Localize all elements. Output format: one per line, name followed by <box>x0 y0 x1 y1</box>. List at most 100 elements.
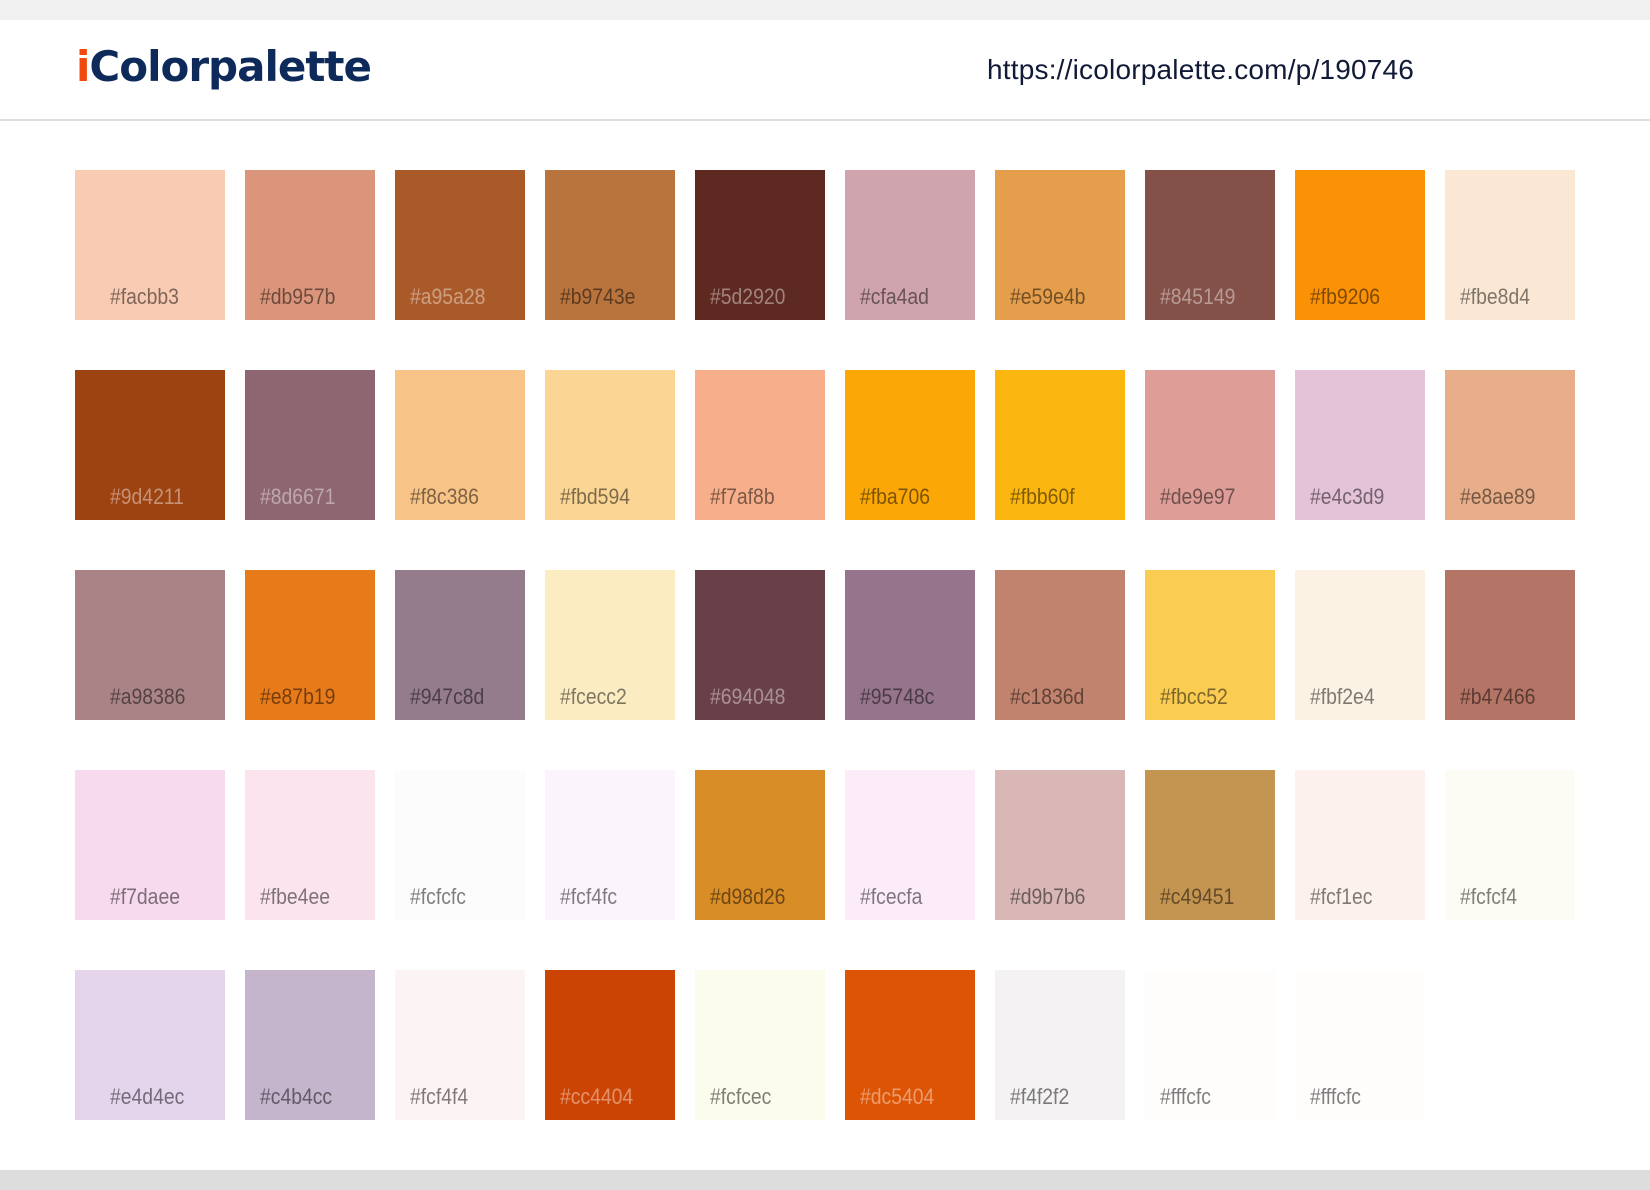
color-swatch[interactable]: #a98386 <box>75 570 225 720</box>
color-swatch[interactable]: #d98d26 <box>695 770 825 920</box>
color-swatch[interactable]: #e59e4b <box>995 170 1125 320</box>
swatch-hex-label: #fbb60f <box>1010 484 1075 509</box>
swatch-hex-label: #e8ae89 <box>1460 484 1536 509</box>
color-swatch[interactable]: #fcf1ec <box>1295 770 1425 920</box>
swatch-hex-label: #fcf1ec <box>1310 884 1373 909</box>
color-swatch[interactable]: #fcf4fc <box>545 770 675 920</box>
color-swatch[interactable]: #f7daee <box>75 770 225 920</box>
header: iColorpalette https://icolorpalette.com/… <box>0 20 1650 121</box>
color-swatch[interactable]: #f7af8b <box>695 370 825 520</box>
color-swatch[interactable]: #fffcfc <box>1295 970 1425 1120</box>
swatch-hex-label: #facbb3 <box>110 284 179 309</box>
color-swatch[interactable]: #c1836d <box>995 570 1125 720</box>
color-swatch[interactable]: #fcecc2 <box>545 570 675 720</box>
color-swatch[interactable]: #de9e97 <box>1145 370 1275 520</box>
swatch-hex-label: #f7daee <box>110 884 180 909</box>
color-swatch[interactable]: #95748c <box>845 570 975 720</box>
color-swatch[interactable]: #fcfcec <box>695 970 825 1120</box>
swatch-hex-label: #fbe8d4 <box>1460 284 1530 309</box>
color-swatch[interactable]: #5d2920 <box>695 170 825 320</box>
swatch-hex-label: #fcfcfc <box>410 884 466 909</box>
swatch-hex-label: #cc4404 <box>560 1084 634 1109</box>
color-swatch[interactable]: #f4f2f2 <box>995 970 1125 1120</box>
swatch-hex-label: #f7af8b <box>710 484 775 509</box>
palette-url: https://icolorpalette.com/p/190746 <box>987 54 1415 85</box>
color-swatch[interactable]: #fbf2e4 <box>1295 570 1425 720</box>
swatch-hex-label: #fb9206 <box>1310 284 1380 309</box>
footer-band <box>0 1170 1650 1190</box>
swatch-hex-label: #db957b <box>260 284 336 309</box>
swatch-hex-label: #fcecfa <box>860 884 923 909</box>
logo-i-letter: i <box>76 42 90 91</box>
color-swatch[interactable]: #fcfcf4 <box>1445 770 1575 920</box>
swatch-hex-label: #9d4211 <box>110 484 184 509</box>
color-swatch[interactable]: #c49451 <box>1145 770 1275 920</box>
swatch-hex-label: #fba706 <box>860 484 930 509</box>
color-swatch[interactable]: #fbd594 <box>545 370 675 520</box>
swatch-hex-label: #a98386 <box>110 684 186 709</box>
swatch-hex-label: #e4d4ec <box>110 1084 185 1109</box>
swatch-hex-label: #f4f2f2 <box>1010 1084 1070 1109</box>
color-swatch[interactable]: #fbb60f <box>995 370 1125 520</box>
swatch-hex-label: #a95a28 <box>410 284 486 309</box>
color-swatch[interactable]: #8d6671 <box>245 370 375 520</box>
swatch-hex-label: #de9e97 <box>1160 484 1236 509</box>
color-swatch[interactable]: #e8ae89 <box>1445 370 1575 520</box>
swatch-hex-label: #845149 <box>1160 284 1236 309</box>
swatch-hex-label: #e87b19 <box>260 684 336 709</box>
swatch-hex-label: #fbd594 <box>560 484 630 509</box>
color-swatch[interactable]: #facbb3 <box>75 170 225 320</box>
color-swatch[interactable]: #fffcfc <box>1145 970 1275 1120</box>
swatch-hex-label: #fcf4f4 <box>410 1084 469 1109</box>
color-swatch[interactable]: #694048 <box>695 570 825 720</box>
color-swatch[interactable]: #fba706 <box>845 370 975 520</box>
swatch-hex-label: #95748c <box>860 684 935 709</box>
color-swatch[interactable]: #fb9206 <box>1295 170 1425 320</box>
swatch-hex-label: #e59e4b <box>1010 284 1086 309</box>
swatch-hex-label: #d9b7b6 <box>1010 884 1086 909</box>
swatch-hex-label: #fcfcf4 <box>1460 884 1518 909</box>
color-swatch[interactable]: #dc5404 <box>845 970 975 1120</box>
swatch-hex-label: #d98d26 <box>710 884 786 909</box>
color-swatch[interactable]: #e4d4ec <box>75 970 225 1120</box>
color-swatch[interactable]: #db957b <box>245 170 375 320</box>
swatch-hex-label: #b47466 <box>1460 684 1536 709</box>
logo-wordmark: Colorpalette <box>89 42 372 91</box>
swatch-hex-label: #c1836d <box>1010 684 1085 709</box>
color-swatch[interactable]: #cfa4ad <box>845 170 975 320</box>
color-swatch[interactable]: #c4b4cc <box>245 970 375 1120</box>
color-swatch[interactable]: #a95a28 <box>395 170 525 320</box>
swatch-hex-label: #fcecc2 <box>560 684 627 709</box>
color-swatch[interactable]: #845149 <box>1145 170 1275 320</box>
color-swatch[interactable]: #b47466 <box>1445 570 1575 720</box>
color-swatch[interactable]: #fcecfa <box>845 770 975 920</box>
swatch-hex-label: #fbcc52 <box>1160 684 1228 709</box>
swatch-hex-label: #e4c3d9 <box>1310 484 1385 509</box>
swatch-hex-label: #fcf4fc <box>560 884 618 909</box>
swatch-hex-label: #cfa4ad <box>860 284 929 309</box>
color-swatch[interactable]: #fcf4f4 <box>395 970 525 1120</box>
color-swatch[interactable]: #fbe4ee <box>245 770 375 920</box>
color-swatch[interactable]: #b9743e <box>545 170 675 320</box>
color-swatch[interactable]: #cc4404 <box>545 970 675 1120</box>
swatch-hex-label: #c49451 <box>1160 884 1235 909</box>
swatch-hex-label: #fffcfc <box>1160 1084 1211 1109</box>
color-swatch[interactable]: #fbcc52 <box>1145 570 1275 720</box>
color-swatch[interactable]: #d9b7b6 <box>995 770 1125 920</box>
color-swatch[interactable]: #9d4211 <box>75 370 225 520</box>
swatch-hex-label: #947c8d <box>410 684 485 709</box>
swatch-hex-label: #b9743e <box>560 284 636 309</box>
color-swatch[interactable]: #fbe8d4 <box>1445 170 1575 320</box>
swatch-hex-label: #fcfcec <box>710 1084 772 1109</box>
color-swatch[interactable]: #947c8d <box>395 570 525 720</box>
swatch-hex-label: #dc5404 <box>860 1084 935 1109</box>
swatch-hex-label: #fbe4ee <box>260 884 330 909</box>
color-swatch[interactable]: #fcfcfc <box>395 770 525 920</box>
color-swatch[interactable]: #e87b19 <box>245 570 375 720</box>
color-swatch[interactable]: #f8c386 <box>395 370 525 520</box>
swatch-hex-label: #f8c386 <box>410 484 479 509</box>
swatch-hex-label: #fffcfc <box>1310 1084 1361 1109</box>
site-logo[interactable]: iColorpalette <box>76 46 372 88</box>
color-swatch[interactable]: #e4c3d9 <box>1295 370 1425 520</box>
